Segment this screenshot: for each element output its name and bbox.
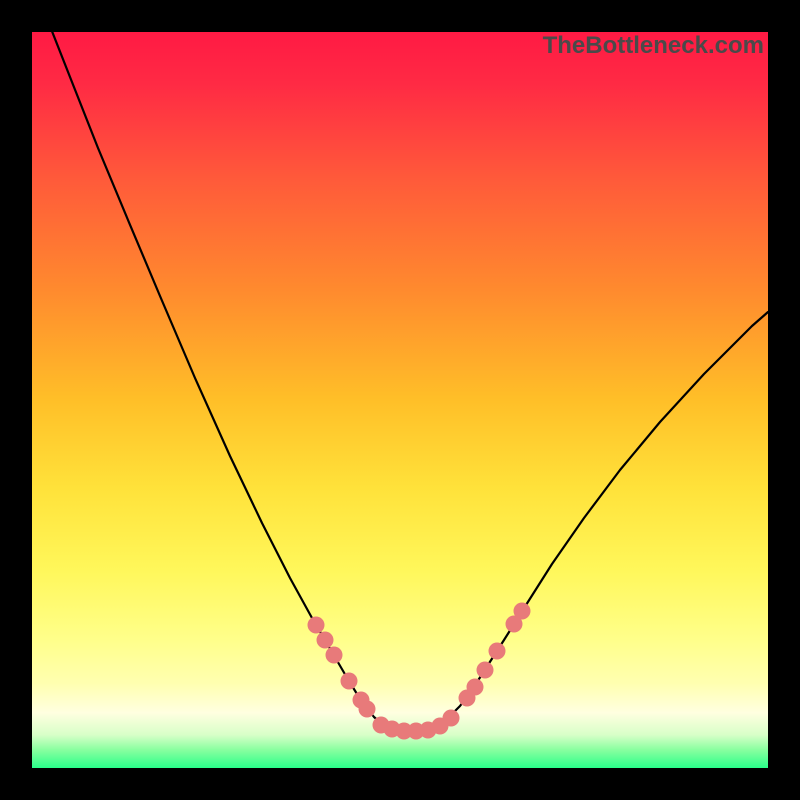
marker-dot — [359, 701, 376, 718]
marker-dot — [467, 679, 484, 696]
marker-dot — [514, 603, 531, 620]
outer-frame: TheBottleneck.com — [0, 0, 800, 800]
markers-group — [308, 603, 531, 740]
marker-dot — [326, 647, 343, 664]
watermark-text: TheBottleneck.com — [543, 32, 764, 60]
v-curve-line — [46, 32, 768, 731]
marker-dot — [443, 710, 460, 727]
marker-dot — [308, 617, 325, 634]
marker-dot — [489, 643, 506, 660]
marker-dot — [317, 632, 334, 649]
chart-canvas — [32, 32, 768, 768]
marker-dot — [477, 662, 494, 679]
marker-dot — [341, 673, 358, 690]
